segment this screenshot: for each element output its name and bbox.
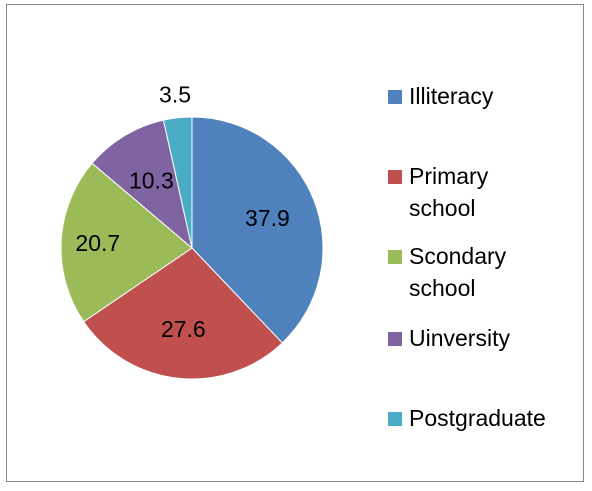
legend-swatch-university [388,332,402,346]
legend-item-secondary-school: Scondary school [388,240,519,304]
legend-label-illiteracy: Illiteracy [409,83,494,109]
pie-slice-primary-school [82,247,283,380]
legend-label-postgraduate: Postgraduate [409,405,546,431]
legend-item-university: Uinversity [388,322,579,354]
data-label-university: 10.3 [129,168,174,194]
legend-label-secondary-school: Scondary school [409,243,507,301]
data-label-secondary-school: 20.7 [75,230,120,256]
data-label-illiteracy: 37.9 [245,205,290,231]
legend-swatch-postgraduate [388,412,402,426]
legend-swatch-primary-school [388,170,402,184]
legend-item-primary-school: Primary school [388,160,519,224]
pie-slice-secondary-school [60,162,193,323]
pie-slice-university [91,119,193,250]
data-label-primary-school: 27.6 [161,316,206,342]
legend-swatch-secondary-school [388,250,402,264]
legend-item-illiteracy: Illiteracy [388,80,579,112]
legend-swatch-illiteracy [388,90,402,104]
legend-item-postgraduate: Postgraduate [388,402,579,434]
pie-slice-postgraduate [162,116,193,249]
legend-label-primary-school: Primary school [409,163,489,221]
data-label-postgraduate: 3.5 [159,81,191,107]
pie-slice-illiteracy [191,116,324,344]
legend-label-university: Uinversity [409,325,510,351]
